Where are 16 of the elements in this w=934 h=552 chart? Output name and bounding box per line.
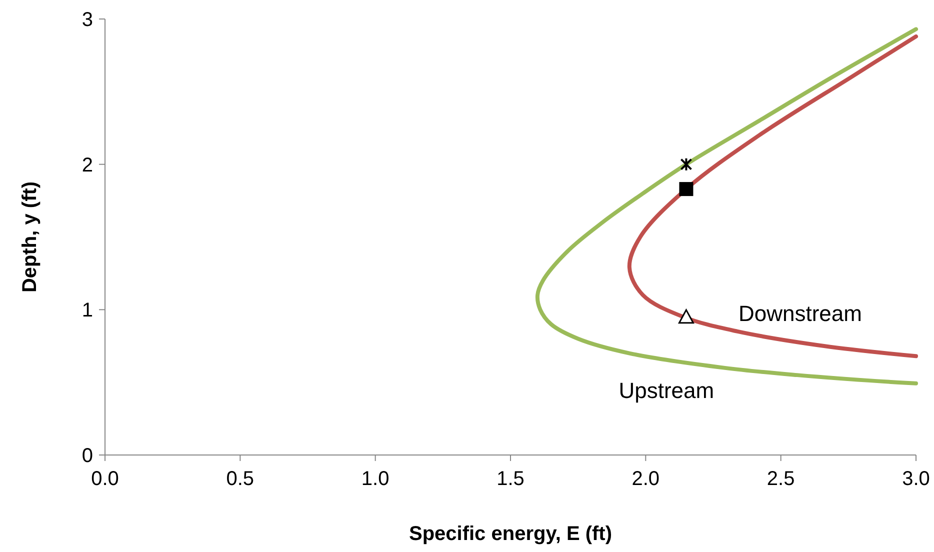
y-tick-label: 1 (82, 300, 93, 322)
line-series (627, 34, 918, 358)
x-tick-label: 2.0 (632, 468, 660, 490)
x-tick-label: 1.0 (361, 468, 390, 490)
series-label: Upstream (618, 378, 714, 403)
y-tick-label: 3 (82, 9, 93, 31)
y-tick-label: 0 (82, 445, 93, 467)
x-tick-label: 0.0 (91, 468, 119, 490)
x-tick-label: 2.5 (766, 468, 795, 490)
y-axis-title: Depth, y (ft) (19, 181, 41, 293)
y-tick-label: 2 (82, 154, 93, 176)
series-label: Downstream (738, 300, 862, 326)
x-axis-title: Specific energy, E (ft) (408, 523, 612, 545)
x-tick-label: 3.0 (902, 468, 930, 490)
x-tick-label: 1.5 (496, 468, 524, 490)
x-tick-label: 0.5 (226, 468, 254, 490)
